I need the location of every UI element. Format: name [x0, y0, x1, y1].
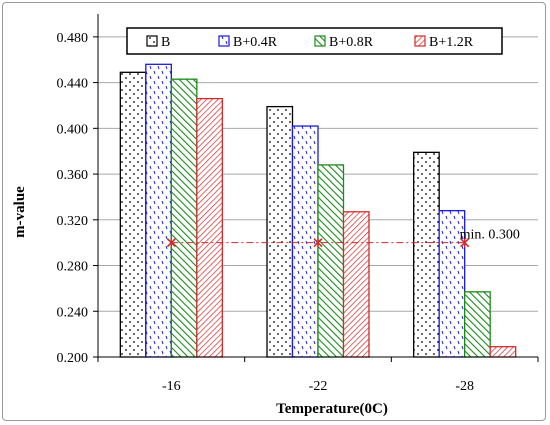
legend: B B+0.4R B+0.8R B+1.2R [126, 27, 503, 55]
legend-label: B+0.8R [329, 35, 374, 50]
y-axis-title: m-value [12, 186, 28, 238]
threshold-layer: min. 0.300 [166, 228, 520, 248]
legend-swatch [314, 35, 326, 47]
x-axis-title: Temperature(0C) [276, 401, 388, 417]
y-tick-label: 0.240 [57, 305, 89, 320]
x-tick-label: -28 [455, 379, 474, 394]
bar-b-1-2r-m16 [196, 97, 223, 358]
bar-b-m28 [413, 151, 440, 358]
bar-b-0-8r-m28 [464, 291, 491, 358]
x-axis-title-text: Temperature [276, 401, 360, 417]
y-tick-label: 0.280 [57, 260, 89, 275]
bar-b-0-4r-m28 [438, 210, 466, 358]
bars-layer [119, 63, 517, 358]
legend-swatch [414, 35, 426, 47]
y-tick-label: 0.400 [57, 122, 89, 137]
legend-label: B+1.2R [429, 35, 474, 50]
legend-label: B [161, 35, 170, 50]
legend-label: B+0.4R [233, 35, 278, 50]
bar-b-m16 [119, 71, 147, 358]
legend-swatch [146, 35, 158, 47]
y-tick-label: 0.200 [57, 351, 89, 366]
x-tick-label: -16 [162, 379, 181, 394]
bar-b-0-8r-m16 [170, 78, 198, 358]
x-axis-title-unit: (0C) [360, 401, 388, 417]
bar-b-0-4r-m22 [291, 125, 319, 358]
threshold-label: min. 0.300 [460, 228, 520, 243]
y-tick-label: 0.360 [57, 168, 89, 183]
y-tick-label: 0.320 [57, 214, 89, 229]
bar-b-m22 [266, 105, 294, 358]
legend-swatch [218, 35, 230, 47]
bar-b-0-4r-m16 [145, 63, 172, 358]
axes: 0.200 0.240 0.280 0.320 0.360 0.400 0.440 0.480… [57, 14, 539, 394]
bar-b-1-2r-m22 [342, 211, 370, 358]
bar-b-1-2r-m28 [489, 346, 517, 358]
y-tick-label: 0.480 [57, 31, 89, 46]
x-tick-label: -22 [309, 379, 328, 394]
y-tick-label: 0.440 [57, 77, 89, 92]
bar-b-0-8r-m22 [317, 164, 345, 358]
